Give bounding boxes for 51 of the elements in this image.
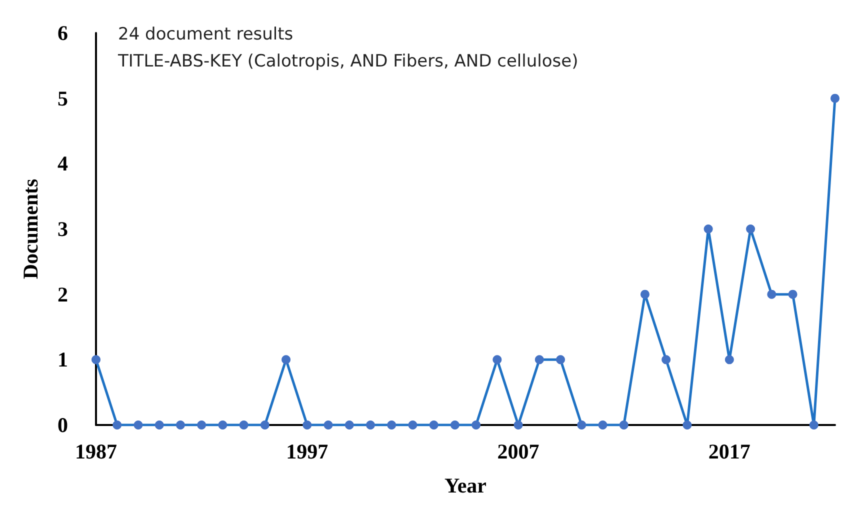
point bbox=[408, 420, 418, 430]
point bbox=[282, 355, 291, 364]
point bbox=[344, 420, 354, 430]
point bbox=[492, 355, 502, 364]
point bbox=[746, 224, 756, 234]
x-axis-title: Year bbox=[444, 474, 486, 498]
point bbox=[324, 420, 333, 430]
point bbox=[112, 420, 122, 430]
point bbox=[134, 420, 143, 430]
point bbox=[197, 420, 206, 430]
y-tick-label: 2 bbox=[58, 282, 68, 306]
point bbox=[619, 420, 628, 430]
y-axis-title: Documents bbox=[18, 178, 42, 280]
point bbox=[472, 420, 481, 430]
point bbox=[724, 355, 734, 364]
point bbox=[788, 290, 798, 299]
point bbox=[534, 355, 544, 364]
point bbox=[577, 420, 586, 430]
point bbox=[767, 290, 776, 299]
point bbox=[682, 420, 692, 430]
x-tick-label: 1987 bbox=[75, 440, 117, 464]
point bbox=[598, 420, 608, 430]
point bbox=[514, 420, 523, 430]
y-tick-label: 6 bbox=[58, 21, 68, 45]
annotation: TITLE-ABS-KEY (Calotropis, AND Fibers, AND cellulose) bbox=[117, 52, 578, 72]
point bbox=[556, 355, 566, 364]
point bbox=[830, 94, 840, 103]
y-tick-label: 0 bbox=[58, 413, 68, 437]
point bbox=[176, 420, 185, 430]
point bbox=[704, 224, 713, 234]
point bbox=[429, 420, 438, 430]
point bbox=[92, 355, 100, 364]
x-tick-label: 2007 bbox=[497, 440, 540, 464]
y-tick-label: 5 bbox=[58, 86, 68, 110]
y-tick-label: 1 bbox=[58, 348, 68, 372]
point bbox=[302, 420, 312, 430]
point bbox=[662, 355, 671, 364]
y-tick-label: 3 bbox=[58, 217, 68, 241]
point bbox=[640, 290, 650, 299]
point bbox=[450, 420, 460, 430]
y-tick-label: 4 bbox=[58, 152, 68, 176]
point bbox=[239, 420, 248, 430]
point bbox=[154, 420, 164, 430]
point bbox=[260, 420, 270, 430]
point bbox=[218, 420, 228, 430]
annotation: 24 document results bbox=[118, 24, 294, 44]
point bbox=[809, 420, 818, 430]
x-tick-label: 1997 bbox=[286, 440, 328, 464]
x-tick-label: 2017 bbox=[708, 440, 750, 464]
point bbox=[366, 420, 375, 430]
point bbox=[387, 420, 396, 430]
